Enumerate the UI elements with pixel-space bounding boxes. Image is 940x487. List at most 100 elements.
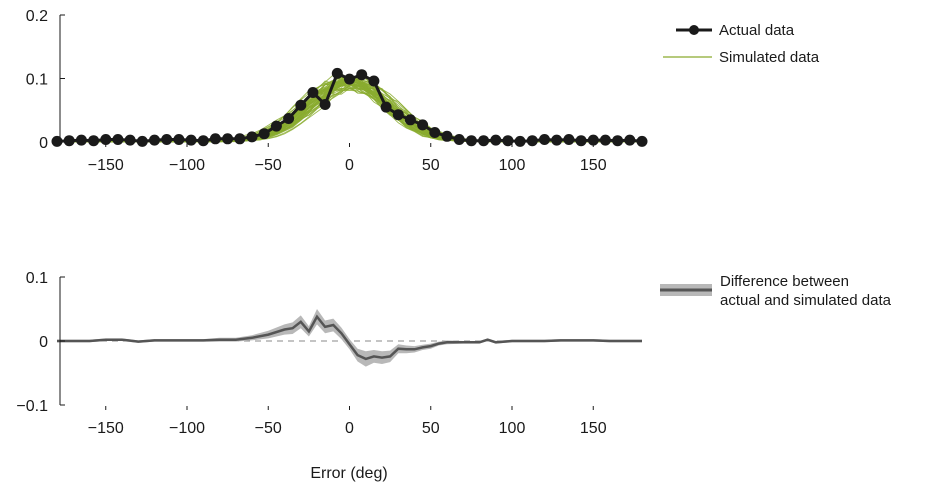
simulated-run-line (57, 84, 643, 143)
actual-data-point (539, 134, 550, 145)
bottom-ytick-label: 0.1 (26, 270, 48, 287)
actual-data-point (441, 130, 453, 142)
top-panel: 0 0.1 0.2 −150 −100 −50 0 50 100 150 (26, 8, 648, 174)
top-xtick-label: −100 (169, 157, 205, 174)
actual-data-point (295, 99, 307, 111)
bottom-x-ticks: −150 −100 −50 0 50 100 150 (88, 406, 607, 437)
actual-data-point (453, 134, 465, 145)
simulated-run-line (56, 84, 642, 143)
actual-data-point (380, 101, 392, 113)
simulated-run-line (56, 88, 643, 143)
simulated-run-line (56, 82, 643, 143)
simulated-run-line (56, 84, 643, 143)
simulated-run-line (56, 83, 643, 143)
bottom-xtick-label: −100 (169, 420, 205, 437)
simulated-run-line (56, 82, 643, 143)
actual-data-point (587, 134, 599, 146)
top-xtick-label: −50 (255, 157, 282, 174)
actual-data-point (612, 135, 624, 147)
simulated-run-line (56, 82, 643, 143)
top-ytick-label: 0 (39, 135, 48, 152)
actual-data-point (478, 135, 490, 147)
actual-data-point (404, 114, 416, 126)
legend-actual-marker (689, 25, 699, 35)
simulated-run-line (56, 88, 642, 143)
top-ytick-label: 0.1 (26, 72, 48, 89)
actual-data-point (51, 135, 63, 147)
top-xtick-label: 50 (422, 157, 440, 174)
actual-data-point (112, 134, 124, 145)
actual-data-point (100, 134, 112, 145)
x-axis-label: Error (deg) (310, 465, 387, 482)
actual-data-point (222, 133, 234, 145)
bottom-legend: Difference between actual and simulated … (660, 273, 892, 309)
actual-data-point (344, 73, 355, 85)
actual-data-point (234, 133, 246, 145)
bottom-ytick-label: 0 (39, 334, 48, 351)
simulated-run-line (57, 84, 643, 143)
legend-difference-label-line1: Difference between (720, 273, 849, 290)
actual-data-point (636, 135, 648, 147)
actual-data-point (185, 134, 197, 146)
actual-data-point (624, 134, 636, 146)
simulated-run-line (56, 77, 643, 143)
simulated-run-line (56, 85, 643, 143)
simulated-run-line (56, 87, 643, 143)
simulated-run-line (56, 80, 643, 143)
actual-data-point (575, 135, 587, 147)
actual-data-point (465, 135, 477, 147)
actual-data-point (124, 134, 136, 146)
actual-data-point (368, 75, 380, 87)
actual-data-point (161, 134, 173, 145)
bottom-panel: −0.1 0 0.1 −150 −100 −50 0 50 100 150 Error (deg… (16, 270, 642, 482)
actual-data-series (51, 67, 648, 147)
actual-data-point (88, 135, 100, 147)
top-xtick-label: −150 (88, 157, 124, 174)
simulated-run-line (57, 81, 643, 143)
simulated-run-line (56, 83, 643, 143)
simulated-run-line (56, 84, 643, 143)
legend-actual-label: Actual data (719, 22, 795, 39)
top-xtick-label: 150 (580, 157, 607, 174)
legend-simulated-label: Simulated data (719, 49, 820, 66)
simulated-run-line (56, 80, 643, 143)
actual-data-point (307, 87, 319, 98)
simulated-run-line (56, 81, 643, 143)
actual-data-point (514, 135, 526, 147)
top-xtick-label: 100 (499, 157, 526, 174)
actual-data-point (246, 131, 258, 143)
bottom-xtick-label: 150 (580, 420, 607, 437)
bottom-y-ticks: −0.1 0 0.1 (16, 270, 65, 415)
simulated-run-line (56, 89, 643, 143)
actual-data-point (63, 135, 75, 147)
actual-data-point (356, 69, 368, 81)
actual-data-point (331, 67, 343, 79)
actual-data-point (319, 99, 331, 110)
actual-data-point (551, 134, 563, 146)
bottom-xtick-label: −150 (88, 420, 124, 437)
actual-data-point (197, 135, 209, 147)
actual-data-point (270, 120, 282, 132)
actual-data-point (283, 113, 295, 124)
simulated-run-line (56, 82, 643, 143)
bottom-xtick-label: −50 (255, 420, 282, 437)
top-xtick-label: 0 (345, 157, 354, 174)
actual-data-point (502, 135, 514, 147)
top-x-ticks: −150 −100 −50 0 50 100 150 (88, 143, 607, 174)
actual-data-point (526, 135, 538, 147)
actual-data-point (209, 133, 221, 145)
actual-data-point (490, 134, 502, 146)
actual-data-point (173, 134, 185, 145)
bottom-xtick-label: 100 (499, 420, 526, 437)
actual-data-point (417, 119, 429, 131)
top-ytick-label: 0.2 (26, 8, 48, 25)
top-y-ticks: 0 0.1 0.2 (26, 8, 65, 152)
actual-data-point (563, 134, 575, 145)
simulated-run-line (56, 84, 643, 143)
bottom-xtick-label: 50 (422, 420, 440, 437)
actual-data-point (136, 135, 148, 147)
legend-difference-label-line2: actual and simulated data (720, 292, 892, 309)
actual-data-point (149, 134, 160, 146)
difference-line (57, 314, 642, 361)
